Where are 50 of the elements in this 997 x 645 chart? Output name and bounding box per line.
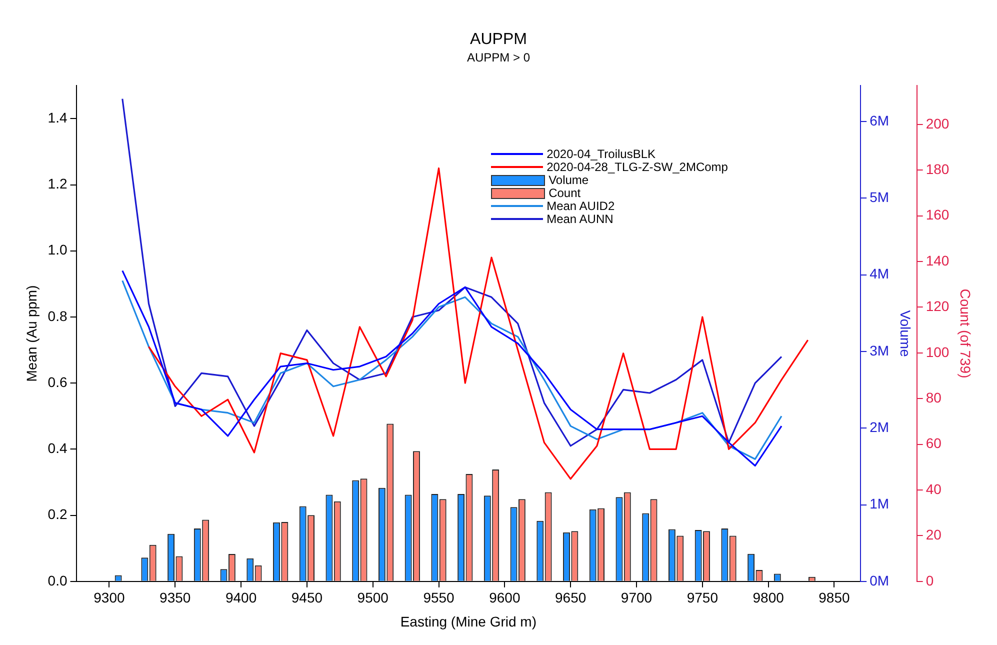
legend-label: Count (548, 186, 581, 200)
y-tick-label: 0.8 (48, 308, 68, 324)
legend-label: Mean AUID2 (546, 198, 615, 213)
y-axis-title: Mean (Au ppm) (23, 285, 40, 382)
y-tick-label: 1.0 (48, 242, 68, 258)
legend-label: 2020-04_TroilusBLK (546, 146, 656, 161)
x-tick-label: 9400 (225, 590, 257, 606)
x-tick-label: 9650 (555, 590, 586, 606)
x-tick-label: 9850 (818, 590, 850, 606)
y2-tick-label: 0M (870, 572, 890, 588)
y2-tick-label: 1M (870, 496, 890, 512)
legend-label: Mean AUNN (546, 212, 614, 226)
y2-tick-label: 4M (870, 266, 890, 282)
y2-tick-label: 5M (870, 189, 890, 206)
y3-tick-label: 160 (926, 206, 950, 223)
y-tick-label: 0.6 (48, 374, 68, 390)
x-tick-label: 9600 (489, 590, 520, 606)
legend-label: Volume (548, 172, 589, 187)
y3-tick-label: 200 (926, 115, 950, 132)
x-tick-label: 9350 (160, 590, 191, 606)
x-axis-title: Easting (Mine Grid m) (400, 613, 537, 630)
x-tick-label: 9800 (752, 590, 784, 606)
y2-tick-label: 2M (870, 419, 890, 435)
y-tick-label: 1.4 (48, 110, 68, 126)
y3-tick-label: 80 (926, 389, 942, 406)
y3-tick-label: 40 (926, 480, 942, 497)
y3-axis-title: Count (of 739) (958, 288, 974, 378)
y3-tick-label: 0 (926, 572, 934, 588)
x-tick-label: 9700 (620, 590, 652, 606)
chart-subtitle: AUPPM > 0 (466, 50, 530, 65)
y3-tick-label: 140 (926, 252, 950, 268)
y-tick-label: 0.0 (48, 572, 68, 588)
y3-tick-label: 20 (926, 526, 942, 543)
legend-label: 2020-04-28_TLG-Z-SW_2MComp (546, 160, 728, 174)
y2-tick-label: 6M (870, 112, 890, 128)
y-tick-label: 0.4 (48, 440, 68, 456)
y3-tick-label: 120 (926, 298, 950, 314)
y-tick-label: 1.2 (48, 176, 68, 192)
x-tick-label: 9500 (357, 590, 389, 606)
x-tick-label: 9550 (423, 590, 455, 606)
chart-title: AUPPM (470, 31, 527, 48)
y2-tick-label: 3M (870, 342, 890, 358)
y3-tick-label: 100 (926, 344, 950, 360)
y2-axis-title: Volume (898, 310, 914, 358)
y3-tick-label: 180 (926, 160, 950, 177)
x-tick-label: 9750 (686, 590, 718, 606)
y-tick-label: 0.2 (48, 506, 68, 522)
x-tick-label: 9450 (291, 590, 323, 606)
y3-tick-label: 60 (926, 435, 942, 452)
x-tick-label: 9300 (94, 590, 125, 606)
